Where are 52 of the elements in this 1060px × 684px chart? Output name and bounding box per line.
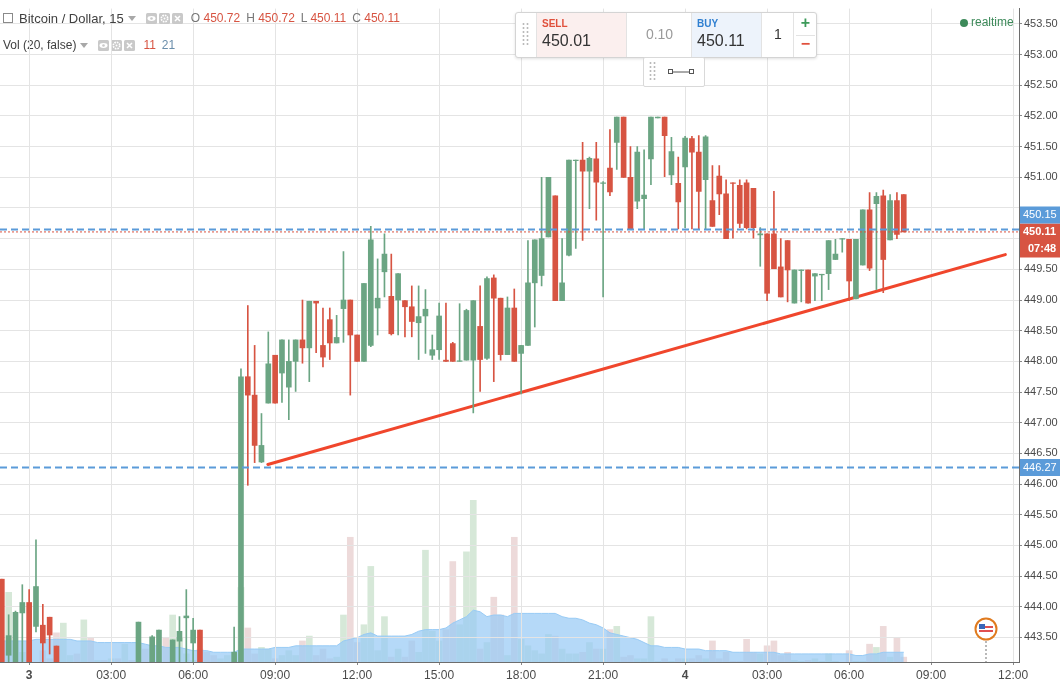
x-tick-label: 03:00 — [96, 667, 127, 682]
annotation: 11 — [143, 38, 156, 52]
chart-title: Bitcoin / Dollar, 15 — [19, 10, 124, 26]
y-tick-label: 446.00 — [1024, 477, 1058, 490]
y-tick-label: 449.50 — [1024, 262, 1058, 275]
annotation: 0.10 — [644, 26, 675, 42]
y-tick-label: 444.00 — [1024, 599, 1058, 612]
text: 07:48 — [1028, 241, 1057, 254]
annotation: + — [799, 14, 812, 32]
y-tick-label: 443.50 — [1024, 630, 1058, 643]
x-tick-label: 09:00 — [916, 667, 947, 682]
y-tick-label: 452.00 — [1024, 109, 1058, 121]
x-tick-label: 4 — [681, 667, 689, 682]
y-tick-label: 451.00 — [1024, 170, 1058, 183]
y-tick-label: 447.50 — [1024, 385, 1058, 398]
annotation: H 450.72 — [246, 11, 295, 25]
annotation: BUY — [697, 18, 719, 29]
x-tick-label: 12:00 — [998, 667, 1029, 682]
ref-line-label: 450.11 — [1023, 225, 1057, 238]
annotation: 21 — [161, 38, 176, 52]
x-tick-label: 09:00 — [260, 667, 291, 682]
x-tick-label: 12:00 — [342, 667, 373, 682]
annotation: SELL — [542, 18, 568, 29]
x-tick-label: 21:00 — [588, 667, 619, 682]
x-tick-label: 06:00 — [178, 667, 209, 682]
x-tick-label: 3 — [25, 667, 33, 682]
y-tick-label: 451.50 — [1024, 139, 1058, 152]
x-tick-label: 15:00 — [424, 667, 455, 682]
x-tick-label: 03:00 — [752, 667, 783, 682]
y-tick-label: 445.00 — [1024, 538, 1058, 551]
ref-line-label: 446.27 — [1023, 461, 1057, 474]
y-tick-label: 446.50 — [1024, 446, 1058, 459]
annotation: 450.11 — [697, 32, 745, 50]
annotation: O 450.72 — [190, 11, 241, 25]
annotation: 450.01 — [542, 32, 591, 50]
y-tick-label: 453.00 — [1024, 47, 1058, 60]
x-tick-label: 06:00 — [834, 667, 865, 682]
annotation: − — [799, 35, 812, 53]
y-tick-label: 449.00 — [1024, 293, 1058, 306]
annotation: C 450.11 — [352, 11, 401, 25]
ref-line-label: 450.15 — [1023, 208, 1057, 221]
annotation: L 450.11 — [300, 11, 347, 25]
annotation: realtime — [971, 15, 1014, 29]
y-tick-label: 444.50 — [1024, 569, 1058, 582]
y-tick-label: 447.00 — [1024, 415, 1058, 428]
x-tick-label: 18:00 — [506, 667, 537, 682]
y-tick-label: 448.00 — [1024, 354, 1058, 367]
y-tick-label: 453.50 — [1024, 16, 1058, 29]
y-tick-label: 448.50 — [1024, 323, 1058, 336]
y-tick-label: 445.50 — [1024, 507, 1058, 520]
y-tick-label: 452.50 — [1024, 78, 1058, 91]
annotation: 1 — [773, 26, 783, 42]
